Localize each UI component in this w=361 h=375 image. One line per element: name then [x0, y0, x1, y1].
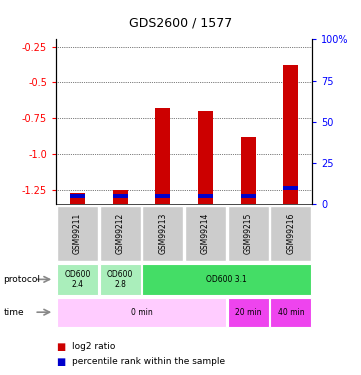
Text: percentile rank within the sample: percentile rank within the sample	[72, 357, 225, 366]
Text: 0 min: 0 min	[131, 308, 152, 316]
Text: GSM99212: GSM99212	[116, 213, 125, 254]
Bar	[185, 206, 226, 261]
Bar	[155, 108, 170, 204]
Text: log2 ratio: log2 ratio	[72, 342, 116, 351]
Bar	[142, 206, 183, 261]
Bar	[113, 190, 127, 204]
Text: GSM99213: GSM99213	[158, 213, 167, 254]
Bar	[142, 264, 312, 295]
Bar	[270, 206, 312, 261]
Bar	[155, 194, 170, 198]
Text: time: time	[4, 308, 24, 316]
Text: GSM99216: GSM99216	[286, 213, 295, 254]
Bar	[57, 298, 226, 327]
Bar	[241, 137, 256, 204]
Text: ■: ■	[56, 342, 65, 352]
Text: OD600 3.1: OD600 3.1	[206, 275, 247, 284]
Text: ■: ■	[56, 357, 65, 367]
Text: OD600
2.4: OD600 2.4	[64, 270, 91, 289]
Bar	[100, 206, 140, 261]
Bar	[228, 206, 269, 261]
Bar	[241, 194, 256, 198]
Bar	[198, 111, 213, 204]
Text: 20 min: 20 min	[235, 308, 261, 316]
Bar	[283, 65, 299, 204]
Text: GDS2600 / 1577: GDS2600 / 1577	[129, 17, 232, 30]
Bar	[198, 194, 213, 198]
Bar	[70, 193, 85, 204]
Text: GSM99214: GSM99214	[201, 213, 210, 254]
Text: OD600
2.8: OD600 2.8	[107, 270, 133, 289]
Bar	[270, 298, 312, 327]
Text: 40 min: 40 min	[278, 308, 304, 316]
Bar	[57, 206, 98, 261]
Text: GSM99211: GSM99211	[73, 213, 82, 254]
Text: GSM99215: GSM99215	[244, 213, 253, 254]
Bar	[113, 194, 127, 198]
Bar	[100, 264, 140, 295]
Bar	[228, 298, 269, 327]
Bar	[283, 186, 299, 190]
Bar	[70, 194, 85, 198]
Text: protocol: protocol	[4, 275, 40, 284]
Bar	[57, 264, 98, 295]
